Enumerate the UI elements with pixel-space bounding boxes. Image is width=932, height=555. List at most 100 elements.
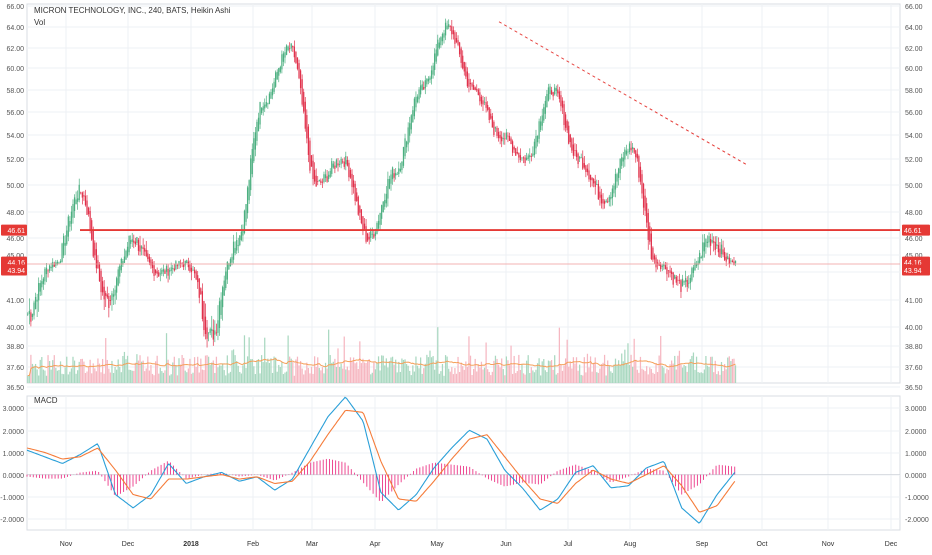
candle-body bbox=[699, 252, 701, 263]
volume-bar bbox=[352, 357, 355, 383]
volume-bar bbox=[583, 357, 585, 383]
volume-bar bbox=[315, 366, 317, 383]
candle-body bbox=[720, 244, 723, 255]
macd-y-tick-label: 0.0000 bbox=[905, 473, 927, 480]
candle-body bbox=[184, 260, 186, 266]
volume-bar bbox=[117, 359, 119, 383]
volume-bar bbox=[212, 360, 214, 383]
candle-body bbox=[240, 231, 242, 240]
volume-bar bbox=[100, 372, 102, 383]
volume-bar bbox=[282, 374, 285, 383]
volume-bar bbox=[218, 365, 221, 383]
candle-body bbox=[733, 261, 735, 265]
candle-body bbox=[120, 258, 122, 271]
volume-bar bbox=[607, 360, 609, 383]
candle-body bbox=[536, 135, 539, 143]
signal-line bbox=[26, 409, 736, 513]
volume-bar bbox=[53, 355, 55, 383]
x-tick-label: Dec bbox=[122, 541, 135, 548]
candle-body bbox=[207, 332, 210, 334]
volume-bar bbox=[621, 353, 623, 383]
candle-body bbox=[555, 88, 557, 91]
volume-bar bbox=[237, 365, 239, 383]
volume-bar bbox=[275, 357, 277, 383]
candle-body bbox=[415, 96, 417, 108]
volume-bar bbox=[346, 366, 348, 383]
volume-bar bbox=[80, 359, 82, 383]
volume-bar bbox=[642, 369, 645, 383]
macd-label: MACD bbox=[34, 396, 58, 405]
volume-bar bbox=[680, 364, 682, 383]
volume-bar bbox=[613, 364, 615, 383]
candle-body bbox=[84, 195, 87, 206]
volume-bar bbox=[373, 362, 375, 383]
volume-bar bbox=[463, 369, 465, 383]
volume-bar bbox=[661, 365, 663, 383]
candle-body bbox=[639, 166, 642, 182]
x-tick-label: Feb bbox=[247, 541, 259, 548]
volume-bar bbox=[653, 373, 656, 383]
candle-body bbox=[390, 174, 392, 184]
candle-body bbox=[61, 243, 63, 262]
volume-bar bbox=[167, 359, 169, 383]
candle-body bbox=[457, 40, 459, 45]
volume-bar bbox=[697, 372, 699, 383]
candle-body bbox=[552, 92, 554, 97]
volume-bar bbox=[47, 355, 49, 383]
volume-bar bbox=[363, 362, 366, 383]
candle-body bbox=[58, 262, 60, 264]
candle-body bbox=[310, 155, 313, 167]
candle-body bbox=[519, 155, 522, 161]
candle-body bbox=[200, 288, 202, 295]
candle-body bbox=[139, 245, 141, 252]
volume-bar bbox=[128, 369, 130, 383]
y-tick-label: 36.50 bbox=[6, 385, 24, 392]
candle-body bbox=[505, 132, 507, 139]
volume-bar bbox=[628, 364, 631, 383]
volume-bar bbox=[92, 363, 94, 383]
volume-bar bbox=[501, 358, 503, 383]
volume-bar bbox=[206, 355, 208, 383]
candle-body bbox=[31, 313, 34, 317]
y-tick-label: 50.00 bbox=[6, 183, 24, 190]
candle-body bbox=[507, 135, 509, 137]
volume-bar bbox=[86, 371, 88, 383]
volume-bar bbox=[580, 374, 582, 383]
volume-bar bbox=[733, 358, 735, 383]
candle-body bbox=[549, 86, 551, 95]
volume-bar bbox=[169, 375, 171, 383]
candle-body bbox=[301, 79, 303, 105]
candle-body bbox=[273, 81, 275, 92]
y-tick-label: 50.00 bbox=[905, 183, 923, 190]
candle-body bbox=[543, 107, 545, 121]
volume-bar bbox=[55, 367, 57, 383]
candle-body bbox=[588, 170, 590, 180]
candle-body bbox=[522, 157, 525, 159]
volume-bar bbox=[170, 374, 172, 383]
grid bbox=[26, 3, 901, 531]
volume-bar bbox=[75, 373, 77, 383]
y-tick-label: 45.00 bbox=[905, 253, 923, 260]
candle-body bbox=[92, 229, 94, 257]
volume-bar bbox=[585, 372, 587, 383]
macd-y-tick-label: 1.0000 bbox=[3, 451, 25, 458]
volume-bar bbox=[575, 357, 578, 383]
volume-bar bbox=[717, 371, 720, 383]
volume-bar bbox=[178, 358, 180, 383]
candle-body bbox=[412, 110, 414, 123]
candle-body bbox=[611, 188, 614, 199]
volume-bar bbox=[328, 329, 330, 383]
candle-body bbox=[568, 125, 570, 144]
candle-body bbox=[695, 263, 698, 267]
candle-body bbox=[123, 256, 126, 263]
candle-body bbox=[254, 132, 257, 150]
volume-bar bbox=[134, 362, 136, 383]
volume-bar bbox=[554, 355, 556, 383]
volume-bar bbox=[342, 368, 344, 383]
candle-body bbox=[426, 78, 428, 85]
candle-body bbox=[117, 269, 119, 286]
volume-bar bbox=[253, 366, 255, 383]
volume-bar bbox=[31, 363, 34, 383]
volume-bar bbox=[58, 370, 60, 383]
candle-body bbox=[628, 143, 631, 153]
